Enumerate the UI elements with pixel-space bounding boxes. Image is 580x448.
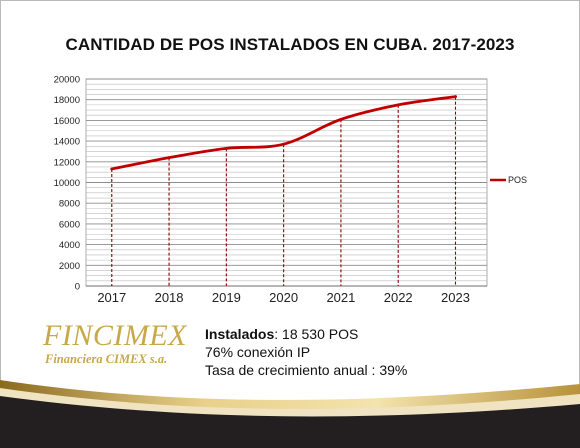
x-tick-label: 2019 [212, 290, 241, 305]
data-point [167, 156, 171, 160]
y-tick-label: 12000 [54, 157, 80, 168]
data-point [396, 103, 400, 107]
data-point [282, 142, 286, 146]
x-tick-label: 2018 [155, 290, 184, 305]
installed-value: : 18 530 POS [274, 326, 359, 342]
legend-label: POS [508, 175, 527, 185]
y-tick-label: 2000 [59, 261, 80, 272]
x-tick-label: 2022 [384, 290, 413, 305]
fincimex-logo: FINCIMEX Financiera CIMEX s.a. [43, 321, 187, 367]
y-tick-label: 4000 [59, 240, 80, 251]
y-tick-label: 10000 [54, 178, 80, 189]
y-tick-label: 14000 [54, 137, 80, 148]
data-point [339, 117, 343, 121]
y-tick-label: 6000 [59, 219, 80, 230]
y-tick-label: 8000 [59, 199, 80, 210]
chart-title: CANTIDAD DE POS INSTALADOS EN CUBA. 2017… [65, 35, 515, 54]
x-tick-label: 2020 [269, 290, 298, 305]
data-point [224, 146, 228, 150]
line-chart: 0 2000 4000 6000 8000 10000 12000 14000 16000 180… [54, 75, 527, 306]
logo-subtitle: Financiera CIMEX s.a. [45, 352, 168, 366]
data-point [454, 95, 457, 98]
installed-line: Instalados: 18 530 POS [205, 325, 407, 343]
data-point [110, 167, 114, 171]
y-tick-label: 16000 [54, 116, 80, 127]
x-tick-label: 2017 [97, 290, 126, 305]
stats-block: Instalados: 18 530 POS 76% conexión IP T… [205, 325, 407, 379]
growth-rate-line: Tasa de crecimiento anual : 39% [205, 362, 408, 378]
ip-connection-line: 76% conexión IP [205, 344, 311, 360]
x-tick-label: 2021 [326, 290, 355, 305]
logo-wordmark: FINCIMEX [43, 319, 187, 352]
y-tick-label: 18000 [54, 95, 80, 106]
x-tick-label: 2023 [441, 290, 470, 305]
y-tick-label: 0 [75, 282, 80, 293]
installed-label: Instalados [205, 326, 275, 342]
decorative-wave-band [0, 380, 580, 448]
y-tick-label: 20000 [54, 75, 80, 86]
